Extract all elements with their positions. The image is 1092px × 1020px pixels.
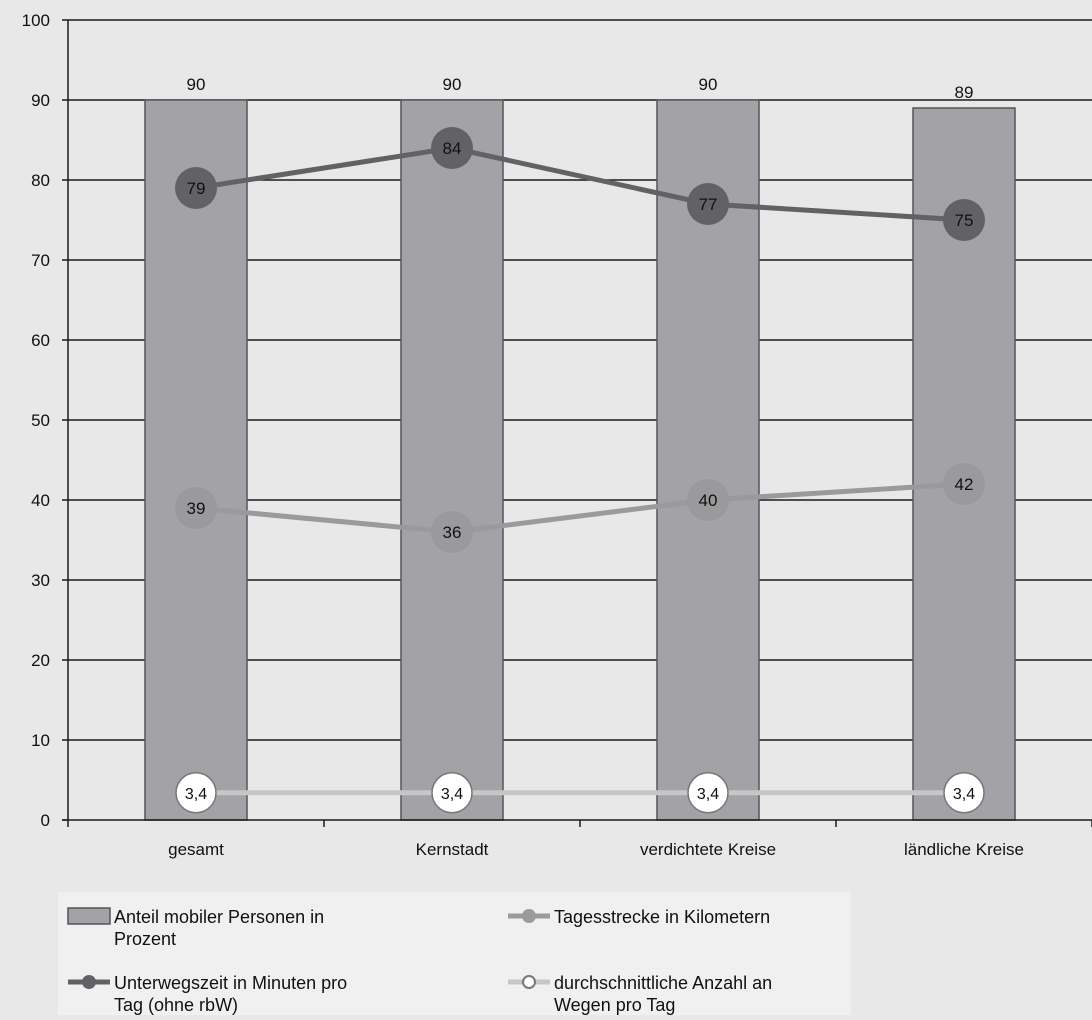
axes: 0 10 20 30 40 50 60 70 80 90 100 gesamt Kernstadt ver… <box>22 11 1092 859</box>
point-data-label: 42 <box>955 475 974 494</box>
point-data-label: 3,4 <box>185 786 207 803</box>
lines: 79 84 77 75 39 36 40 42 3,4 3,4 3,4 3,4 <box>175 127 985 814</box>
legend-label: Wegen pro Tag <box>554 995 675 1015</box>
x-tick-label: verdichtete Kreise <box>640 840 776 859</box>
x-tick-label: Kernstadt <box>416 840 489 859</box>
series-line <box>195 481 965 535</box>
point-marker <box>687 772 729 814</box>
point-data-label: 77 <box>699 195 718 214</box>
y-tick-label: 90 <box>31 91 50 110</box>
point-data-label: 3,4 <box>953 786 975 803</box>
legend-label: Unterwegszeit in Minuten pro <box>114 973 347 993</box>
legend-swatch <box>67 907 111 925</box>
point-marker <box>431 511 473 553</box>
bar-data-label: 90 <box>699 75 718 94</box>
y-tick-label: 100 <box>22 11 50 30</box>
point-marker <box>175 167 217 209</box>
point-marker <box>943 199 985 241</box>
x-tick-label: gesamt <box>168 840 224 859</box>
bar-data-label: 89 <box>955 83 974 102</box>
point-marker <box>431 127 473 169</box>
y-tick-label: 80 <box>31 171 50 190</box>
legend-label: durchschnittliche Anzahl an <box>554 973 772 993</box>
point-data-label: 40 <box>699 491 718 510</box>
legend-label: Tagesstrecke in Kilometern <box>554 907 770 927</box>
point-data-label: 79 <box>187 179 206 198</box>
y-tick-label: 60 <box>31 331 50 350</box>
point-data-label: 3,4 <box>697 786 719 803</box>
point-data-label: 75 <box>955 211 974 230</box>
legend-background <box>58 892 851 1015</box>
x-tick-label: ländliche Kreise <box>904 840 1024 859</box>
point-data-label: 36 <box>443 523 462 542</box>
legend-label: Tag (ohne rbW) <box>114 995 238 1015</box>
y-tick-label: 20 <box>31 651 50 670</box>
series-line <box>195 145 965 223</box>
legend-swatch-marker <box>522 909 536 923</box>
bar-data-label: 90 <box>187 75 206 94</box>
point-data-label: 39 <box>187 499 206 518</box>
legend-label: Prozent <box>114 929 176 949</box>
legend-swatch-marker <box>522 975 536 989</box>
point-marker <box>175 772 217 814</box>
legend-label: Anteil mobiler Personen in <box>114 907 324 927</box>
y-tick-label: 40 <box>31 491 50 510</box>
y-tick-label: 50 <box>31 411 50 430</box>
bar <box>400 99 504 821</box>
point-data-label: 3,4 <box>441 786 463 803</box>
point-marker <box>943 772 985 814</box>
y-tick-label: 10 <box>31 731 50 750</box>
point-marker <box>943 463 985 505</box>
bar <box>144 99 248 821</box>
y-tick-label: 0 <box>41 811 50 830</box>
bar-data-label: 90 <box>443 75 462 94</box>
legend-swatch-marker <box>82 975 96 989</box>
y-tick-label: 30 <box>31 571 50 590</box>
point-marker <box>687 479 729 521</box>
point-marker <box>431 772 473 814</box>
y-tick-label: 70 <box>31 251 50 270</box>
point-marker <box>687 183 729 225</box>
point-marker <box>175 487 217 529</box>
point-data-label: 84 <box>443 139 462 158</box>
